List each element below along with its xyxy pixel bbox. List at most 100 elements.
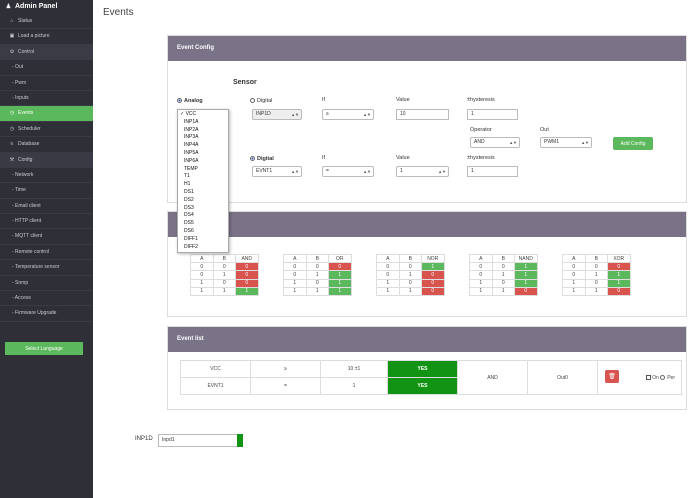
col-op-header: AND: [235, 253, 259, 264]
sidebar-item[interactable]: - Access: [0, 291, 93, 307]
analog-radio[interactable]: Analog: [177, 98, 203, 104]
dropdown-option[interactable]: INP5A: [178, 150, 228, 158]
delete-event-button[interactable]: 🗑: [605, 370, 619, 383]
table-header-row: A B AND: [190, 253, 259, 264]
truth-table-and: A B AND 0 0 0 0 1 0 1 0 0 1 1 1: [190, 253, 259, 296]
app-title: Admin Panel: [15, 3, 58, 10]
dropdown-option[interactable]: TEMP: [178, 166, 228, 174]
sidebar-item[interactable]: - Network: [0, 168, 93, 184]
dropdown-option[interactable]: DS4: [178, 212, 228, 220]
value-input[interactable]: 10: [396, 109, 449, 120]
dropdown-option-label: INP4A: [184, 142, 199, 149]
dropdown-option[interactable]: H1: [178, 181, 228, 189]
dropdown-option[interactable]: ✓ VCC: [178, 111, 228, 119]
hysteresis-input-2[interactable]: 1: [467, 166, 518, 177]
digital-select[interactable]: INP1D ▲▼: [252, 109, 302, 120]
dropdown-option[interactable]: DIFF2: [178, 244, 228, 252]
input-cell: 1: [305, 270, 329, 280]
input-cell: 1: [491, 270, 515, 280]
event-config-header: Event Config: [168, 36, 686, 61]
dropdown-option[interactable]: DS2: [178, 197, 228, 205]
digital-value: INP1D: [256, 111, 271, 117]
sidebar-item[interactable]: ⌂ Status: [0, 14, 93, 30]
out-select[interactable]: PWM1 ▲▼: [540, 137, 592, 148]
dropdown-option[interactable]: DIFF1: [178, 236, 228, 244]
sidebar-item[interactable]: - MQTT client: [0, 229, 93, 245]
dropdown-option[interactable]: DS1: [178, 189, 228, 197]
sidebar-item[interactable]: - Remote control: [0, 245, 93, 261]
sidebar-item[interactable]: ◷ Scheduler: [0, 122, 93, 138]
sidebar-item[interactable]: - Inputs: [0, 91, 93, 107]
add-config-button[interactable]: Add Config: [613, 137, 653, 150]
operator-select[interactable]: AND ▲▼: [470, 137, 520, 148]
select-language-button[interactable]: Select Language: [5, 342, 83, 355]
result-cell: 0: [235, 270, 259, 280]
sidebar-item[interactable]: ⚙ Control: [0, 44, 93, 61]
input-cell: 0: [305, 278, 329, 288]
sidebar-item[interactable]: ◷ Events: [0, 106, 93, 122]
digital-radio-2[interactable]: Digital: [250, 156, 274, 162]
sensor-title: Sensor: [233, 79, 257, 86]
event-cond: ≥: [250, 360, 321, 378]
sidebar-item[interactable]: - Email client: [0, 199, 93, 215]
hysteresis-input[interactable]: 1: [467, 109, 518, 120]
sidebar-item[interactable]: - Pwm: [0, 76, 93, 91]
dropdown-option[interactable]: INP3A: [178, 134, 228, 142]
truth-table-xor: A B XOR 0 0 0 0 1 1 1 0 1 1 1 0: [562, 253, 631, 296]
analog-dropdown-list[interactable]: ✓ VCC INP1A INP2A INP3A INP4A INP5A INP6A TEMP T…: [177, 109, 229, 254]
if-select-2[interactable]: = ▲▼: [322, 166, 374, 177]
sidebar-item[interactable]: - Firmware Upgrade: [0, 306, 93, 322]
sidebar-item[interactable]: ▣ Load a picture: [0, 29, 93, 45]
sidebar-item[interactable]: ≡ Database: [0, 137, 93, 153]
dropdown-option[interactable]: T1: [178, 173, 228, 181]
chevron-icon: ▲▼: [291, 169, 299, 174]
input-cell: 0: [584, 262, 608, 272]
digital-radio[interactable]: Digital: [250, 98, 272, 104]
result-cell: 1: [328, 278, 352, 288]
input-state-indicator: [237, 434, 243, 447]
sidebar-item[interactable]: - Time: [0, 183, 93, 199]
chevron-icon: ▲▼: [438, 169, 446, 174]
input-cell: 1: [190, 278, 214, 288]
sidebar-item-label: - HTTP client: [12, 218, 42, 225]
digital-select-2[interactable]: EVNT1 ▲▼: [252, 166, 302, 177]
sidebar-item[interactable]: ⚒ Config: [0, 152, 93, 168]
dropdown-option[interactable]: DS3: [178, 205, 228, 213]
if-select[interactable]: ≥ ▲▼: [322, 109, 374, 120]
analog-label: Analog: [184, 98, 203, 104]
chevron-icon: ▲▼: [581, 140, 589, 145]
input-cell: 0: [190, 270, 214, 280]
dropdown-option[interactable]: INP2A: [178, 127, 228, 135]
operator-label: Operator: [470, 127, 492, 133]
dropdown-option[interactable]: DS5: [178, 220, 228, 228]
page-title: Events: [103, 7, 134, 18]
dropdown-option[interactable]: INP4A: [178, 142, 228, 150]
result-cell: 0: [421, 286, 445, 296]
input-cell: 0: [305, 262, 329, 272]
col-a-header: A: [190, 253, 214, 264]
dropdown-option[interactable]: DS6: [178, 228, 228, 236]
dropdown-option[interactable]: INP1A: [178, 119, 228, 127]
sidebar-item[interactable]: - Snmp: [0, 276, 93, 292]
sidebar-item[interactable]: - HTTP client: [0, 214, 93, 230]
chevron-icon: ▲▼: [363, 169, 371, 174]
sidebar-item[interactable]: - Temperature sensor: [0, 260, 93, 276]
on-checkbox[interactable]: [646, 374, 652, 380]
sidebar-item[interactable]: - Out: [0, 60, 93, 76]
per-radio[interactable]: [660, 374, 666, 380]
input-cell: 0: [376, 262, 400, 272]
check-icon: ✓: [180, 111, 186, 117]
input-cell: 1: [190, 286, 214, 296]
input-test-field[interactable]: Inpd1: [158, 434, 238, 447]
dropdown-option[interactable]: INP6A: [178, 158, 228, 166]
result-cell: 0: [328, 262, 352, 272]
sidebar-item-label: - Time: [12, 187, 26, 194]
if-value: ≥: [326, 111, 329, 117]
col-op-header: NOR: [421, 253, 445, 264]
home-icon: ⌂: [10, 18, 14, 24]
value-select-2[interactable]: 1 ▲▼: [396, 166, 449, 177]
